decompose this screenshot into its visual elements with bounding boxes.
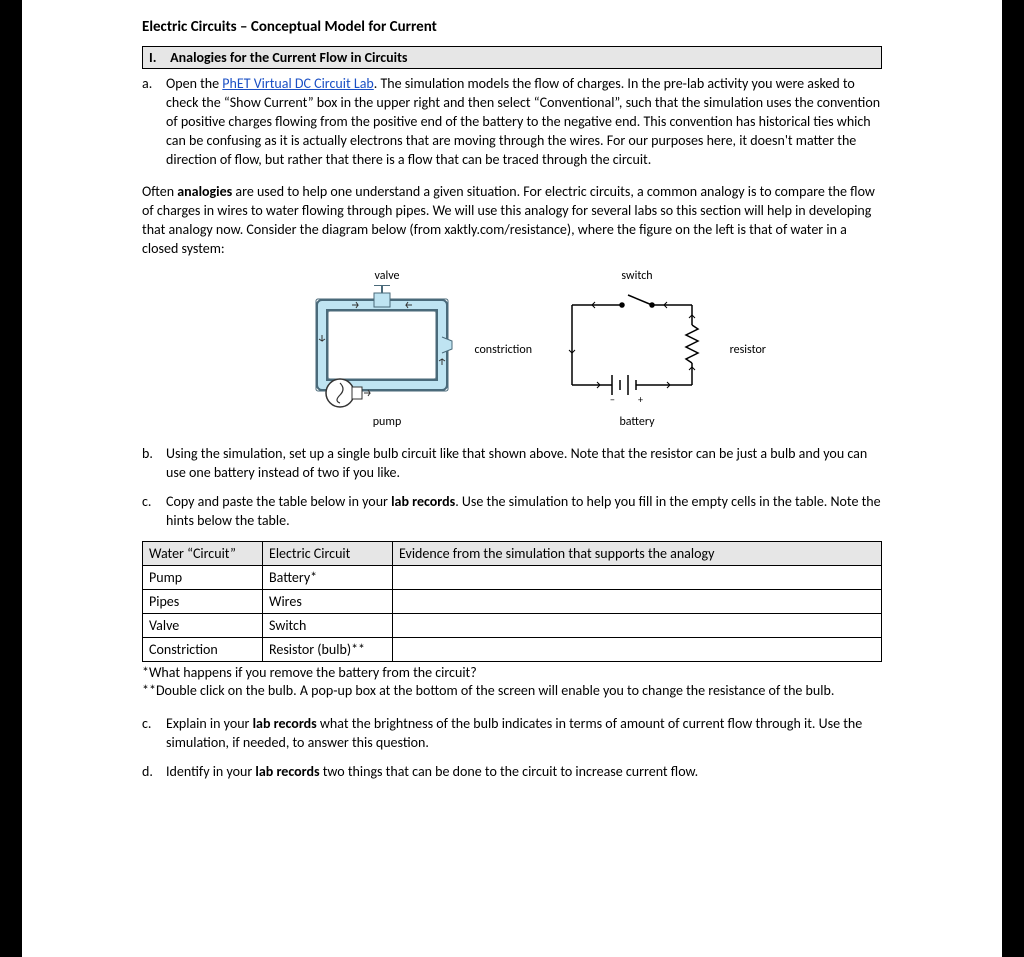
table-row: Constriction Resistor (bulb)** (143, 637, 882, 661)
cell: Pipes (143, 589, 263, 613)
item-d-bold: lab records (255, 763, 319, 780)
item-c1-pre: Copy and paste the table below in your (166, 493, 391, 510)
item-d: d. Identify in your lab records two thin… (142, 763, 882, 782)
item-a-lead: Open the (166, 75, 222, 92)
table-row: Pump Battery* (143, 565, 882, 589)
cell: Battery* (263, 565, 393, 589)
item-c2-body: Explain in your lab records what the bri… (166, 715, 882, 753)
item-d-body: Identify in your lab records two things … (166, 763, 882, 782)
item-c2-bold: lab records (253, 715, 317, 732)
svg-text:−: − (610, 393, 615, 406)
item-a: a. Open the PhET Virtual DC Circuit Lab.… (142, 75, 882, 169)
item-d-post: two things that can be done to the circu… (320, 763, 699, 780)
water-diagram: valve (302, 269, 472, 429)
circuit-svg: − + (552, 285, 722, 415)
section-header: I. Analogies for the Current Flow in Cir… (142, 46, 882, 69)
water-label-right: constriction (474, 343, 532, 357)
th-evidence: Evidence from the simulation that suppor… (393, 541, 882, 565)
item-c1-letter: c. (142, 493, 151, 512)
section-heading: Analogies for the Current Flow in Circui… (170, 49, 407, 66)
cell: Switch (263, 613, 393, 637)
item-b-text: Using the simulation, set up a single bu… (166, 445, 882, 483)
analogy-pre: Often (142, 183, 177, 200)
item-b: b. Using the simulation, set up a single… (142, 445, 882, 483)
circuit-label-top: switch (552, 269, 722, 283)
table-header-row: Water “Circuit” Electric Circuit Evidenc… (143, 541, 882, 565)
cell: Wires (263, 589, 393, 613)
item-c2: c. Explain in your lab records what the … (142, 715, 882, 753)
svg-text:+: + (638, 393, 643, 406)
cell: Valve (143, 613, 263, 637)
section-roman: I. (149, 49, 167, 66)
item-b-letter: b. (142, 445, 153, 464)
analogy-bold: analogies (177, 183, 232, 200)
phet-link[interactable]: PhET Virtual DC Circuit Lab (222, 75, 373, 92)
cell: Pump (143, 565, 263, 589)
water-label-top: valve (302, 269, 472, 283)
cell (393, 565, 882, 589)
note-line2: **Double click on the bulb. A pop-up box… (142, 682, 882, 701)
item-c1-body: Copy and paste the table below in your l… (166, 493, 882, 531)
table-row: Valve Switch (143, 613, 882, 637)
item-a-body: Open the PhET Virtual DC Circuit Lab. Th… (166, 75, 882, 169)
table-body: Pump Battery* Pipes Wires Valve Switch C… (143, 565, 882, 661)
document-page: Electric Circuits – Conceptual Model for… (22, 0, 1002, 957)
item-d-letter: d. (142, 763, 153, 782)
analogy-table: Water “Circuit” Electric Circuit Evidenc… (142, 541, 882, 662)
analogy-paragraph: Often analogies are used to help one und… (142, 183, 882, 259)
water-svg (302, 285, 472, 415)
item-c1-bold: lab records (391, 493, 455, 510)
table-notes: *What happens if you remove the battery … (142, 664, 882, 702)
item-d-pre: Identify in your (166, 763, 255, 780)
circuit-label-right: resistor (730, 343, 766, 357)
th-electric: Electric Circuit (263, 541, 393, 565)
cell: Resistor (bulb)** (263, 637, 393, 661)
cell (393, 613, 882, 637)
water-label-bottom: pump (302, 415, 472, 429)
circuit-diagram: switch − + (552, 269, 722, 429)
cell: Constriction (143, 637, 263, 661)
item-c2-letter: c. (142, 715, 151, 734)
note-line1: *What happens if you remove the battery … (142, 664, 882, 683)
item-a-letter: a. (142, 75, 152, 94)
item-c1: c. Copy and paste the table below in you… (142, 493, 882, 531)
table-row: Pipes Wires (143, 589, 882, 613)
circuit-label-bottom: battery (552, 415, 722, 429)
cell (393, 637, 882, 661)
page-title: Electric Circuits – Conceptual Model for… (142, 18, 882, 36)
cell (393, 589, 882, 613)
diagram-row: valve (142, 269, 882, 429)
th-water: Water “Circuit” (143, 541, 263, 565)
item-c2-pre: Explain in your (166, 715, 253, 732)
analogy-post: are used to help one understand a given … (142, 183, 875, 257)
